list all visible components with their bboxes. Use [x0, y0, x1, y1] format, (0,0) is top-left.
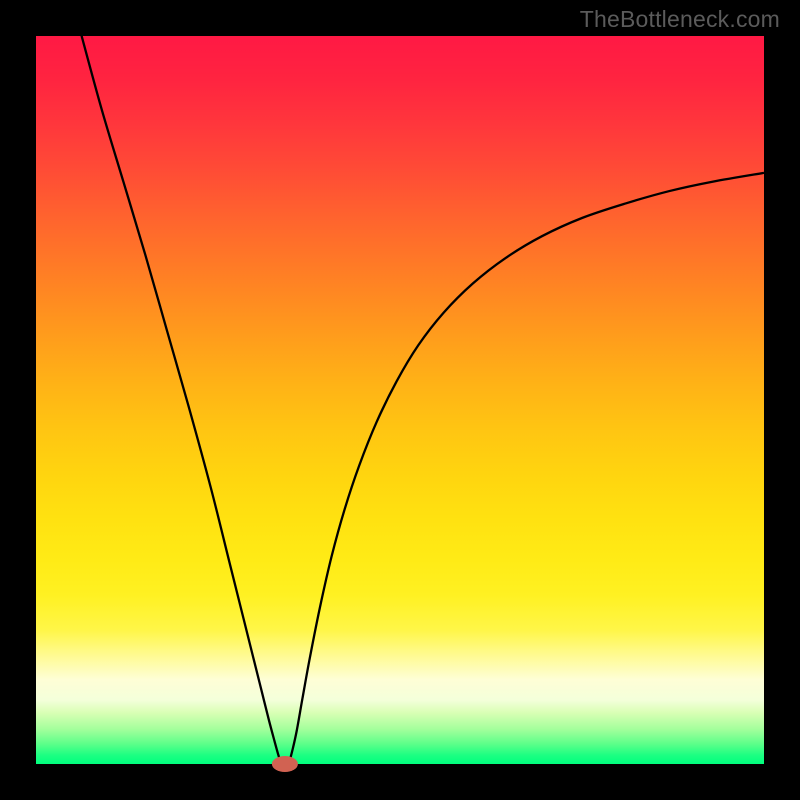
- curve-left-branch: [80, 36, 281, 762]
- chart-plot-area: [36, 36, 764, 764]
- curve-right-branch: [289, 173, 764, 762]
- bottleneck-curve: [36, 36, 764, 764]
- attribution-text: TheBottleneck.com: [580, 6, 780, 33]
- optimal-point-marker: [272, 756, 298, 772]
